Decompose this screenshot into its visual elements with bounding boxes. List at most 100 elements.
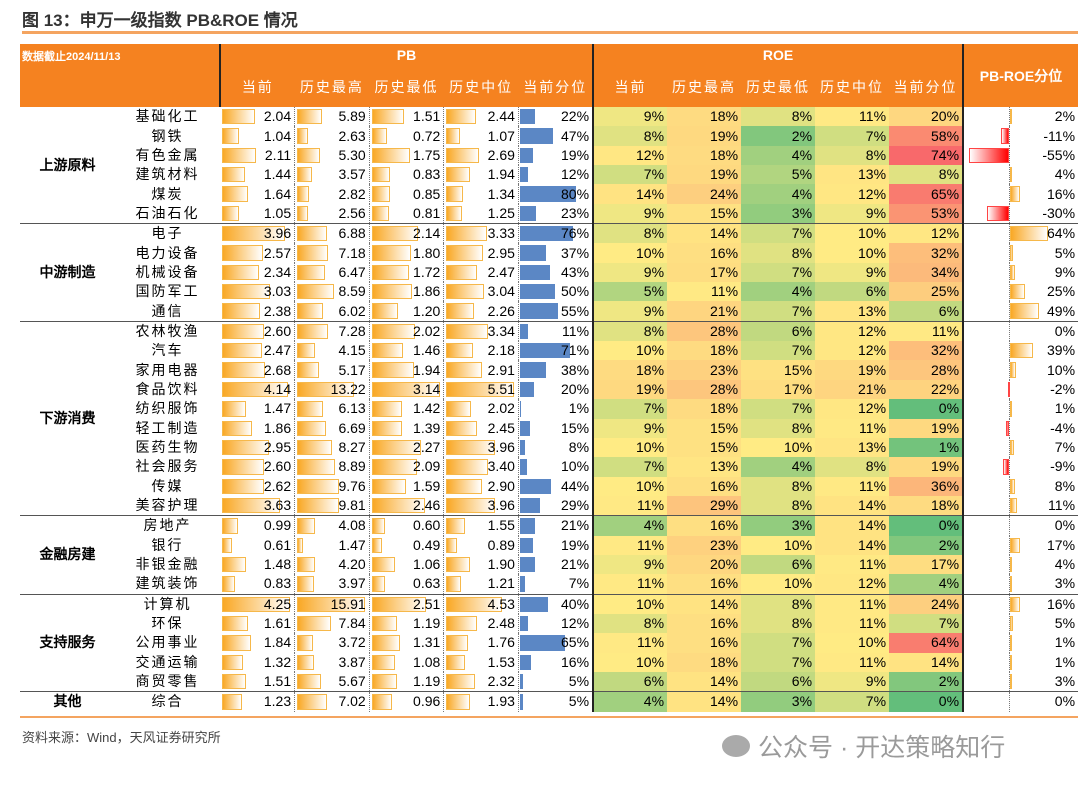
cell-value: 12% [561, 615, 590, 632]
cell-value: 19% [561, 536, 590, 553]
pb-cell: 2.14 [368, 223, 444, 244]
roe-cell: 10% [815, 633, 890, 653]
roe-cell: 8% [741, 613, 816, 634]
value-bar [297, 128, 309, 144]
roe-cell: 11% [815, 613, 890, 634]
pb-cell: 21% [517, 554, 595, 575]
table-row: 金融房建 房地产 0.99 4.08 0.60 1.55 21% 4% 16% 3% 14% 0% 0% [20, 515, 1079, 595]
roe-cell: 18% [667, 341, 742, 361]
cell-value: 2.69 [487, 146, 515, 163]
value-bar [297, 147, 320, 164]
pb-cell: 5% [517, 671, 595, 692]
title-divider [22, 31, 1078, 34]
roe-cell: 6% [741, 671, 816, 692]
value-bar [446, 420, 477, 436]
value-bar [371, 186, 391, 202]
pb-cell: 8% [517, 437, 595, 458]
cell-value: 1.72 [413, 263, 441, 280]
cell-value: 2.38 [263, 302, 292, 319]
roe-cell: 11% [815, 593, 890, 614]
group-label: 支持服务 [20, 593, 115, 692]
value-bar [371, 303, 398, 319]
value-bar [446, 556, 470, 573]
cell-value: 1.51 [413, 108, 441, 125]
pb-cell: 1.19 [368, 613, 444, 634]
cell-value: 2.44 [487, 108, 515, 125]
value-bar [371, 497, 425, 514]
cell-value: 0.96 [413, 693, 441, 710]
industry-name: 房地产 [115, 515, 221, 536]
percentile-bar [519, 673, 524, 690]
roe-cell: 7% [741, 652, 816, 672]
value-bar [222, 694, 242, 710]
cell-value: 8% [1054, 477, 1076, 494]
roe-cell: 7% [815, 126, 890, 146]
table-row: 环保 1.61 7.84 1.19 2.48 12% 8% 16% 8% 11% 7% 5% [20, 613, 1078, 634]
cell-value: 0.72 [413, 127, 441, 144]
pb-cell: 2.68 [220, 360, 295, 379]
cell-value: 2.60 [263, 322, 292, 339]
roe-cell: 16% [667, 243, 742, 263]
cell-value: -4% [1050, 419, 1076, 436]
cell-value: 3% [1054, 673, 1076, 690]
value-bar [371, 576, 386, 592]
percentile-bar [519, 537, 534, 553]
roe-cell: 18% [889, 495, 965, 516]
pb-cell: 2.04 [220, 107, 295, 126]
value-bar [297, 654, 314, 670]
value-bar [371, 381, 440, 398]
cell-value: 1% [568, 400, 590, 417]
pb-cell: 0.96 [368, 691, 444, 712]
value-bar [446, 323, 488, 340]
cell-value: 21% [561, 556, 590, 573]
cell-value: 9% [1054, 263, 1076, 280]
roe-subheader: 当前分位 [889, 66, 965, 107]
cell-value: 65% [561, 634, 590, 651]
positive-bar [1010, 167, 1013, 183]
cell-value: 2.04 [263, 108, 292, 125]
roe-cell: 2% [741, 126, 816, 146]
roe-cell: 8% [889, 165, 965, 185]
value-bar [222, 323, 264, 340]
roe-cell: 14% [667, 691, 742, 712]
roe-cell: 19% [667, 165, 742, 185]
pb-cell: 0.72 [368, 126, 444, 146]
roe-subheader: 历史中位 [815, 66, 890, 107]
cell-value: 6.88 [338, 225, 366, 242]
roe-header: ROE [593, 44, 965, 66]
roe-cell: 19% [889, 457, 965, 477]
pbroe-cell: 25% [963, 282, 1078, 302]
value-bar [371, 109, 405, 125]
table-row: 机械设备 2.34 6.47 1.72 2.47 43% 9% 17% 7% 9% 34% 9% [20, 262, 1078, 283]
pb-cell: 1.20 [368, 301, 444, 322]
value-bar [297, 596, 366, 612]
percentile-bar [519, 478, 551, 494]
pb-cell: 2.34 [220, 263, 295, 282]
pbroe-cell: 1% [963, 652, 1078, 672]
value-bar [446, 381, 515, 398]
pb-cell: 2.95 [443, 243, 519, 263]
roe-cell: 0% [889, 515, 965, 536]
industry-name: 机械设备 [135, 263, 200, 280]
cell-value: 5.67 [338, 673, 366, 690]
cell-value: 1.94 [413, 361, 441, 378]
cell-value: 1.55 [487, 517, 515, 534]
roe-cell: 10% [593, 593, 668, 614]
value-bar [297, 556, 316, 573]
cell-value: 2.56 [338, 204, 366, 221]
watermark-text: 公众号 · 开达策略知行 [758, 734, 1006, 762]
pbroe-cell: 7% [963, 437, 1078, 458]
cell-value: 2.26 [487, 302, 515, 319]
pb-cell: 5.51 [443, 379, 519, 400]
cell-value: 3.14 [413, 380, 441, 397]
cell-value: 3.03 [263, 283, 292, 300]
cell-value: 16% [561, 653, 590, 670]
value-bar [446, 205, 462, 222]
pbroe-cell: 1% [963, 633, 1078, 653]
roe-cell: 2% [889, 671, 965, 692]
pb-cell: 3.14 [368, 379, 444, 400]
value-bar [446, 264, 477, 281]
cell-value: 2.32 [487, 673, 515, 690]
cell-value: 5% [1054, 615, 1076, 632]
cell-value: 80% [561, 185, 590, 202]
